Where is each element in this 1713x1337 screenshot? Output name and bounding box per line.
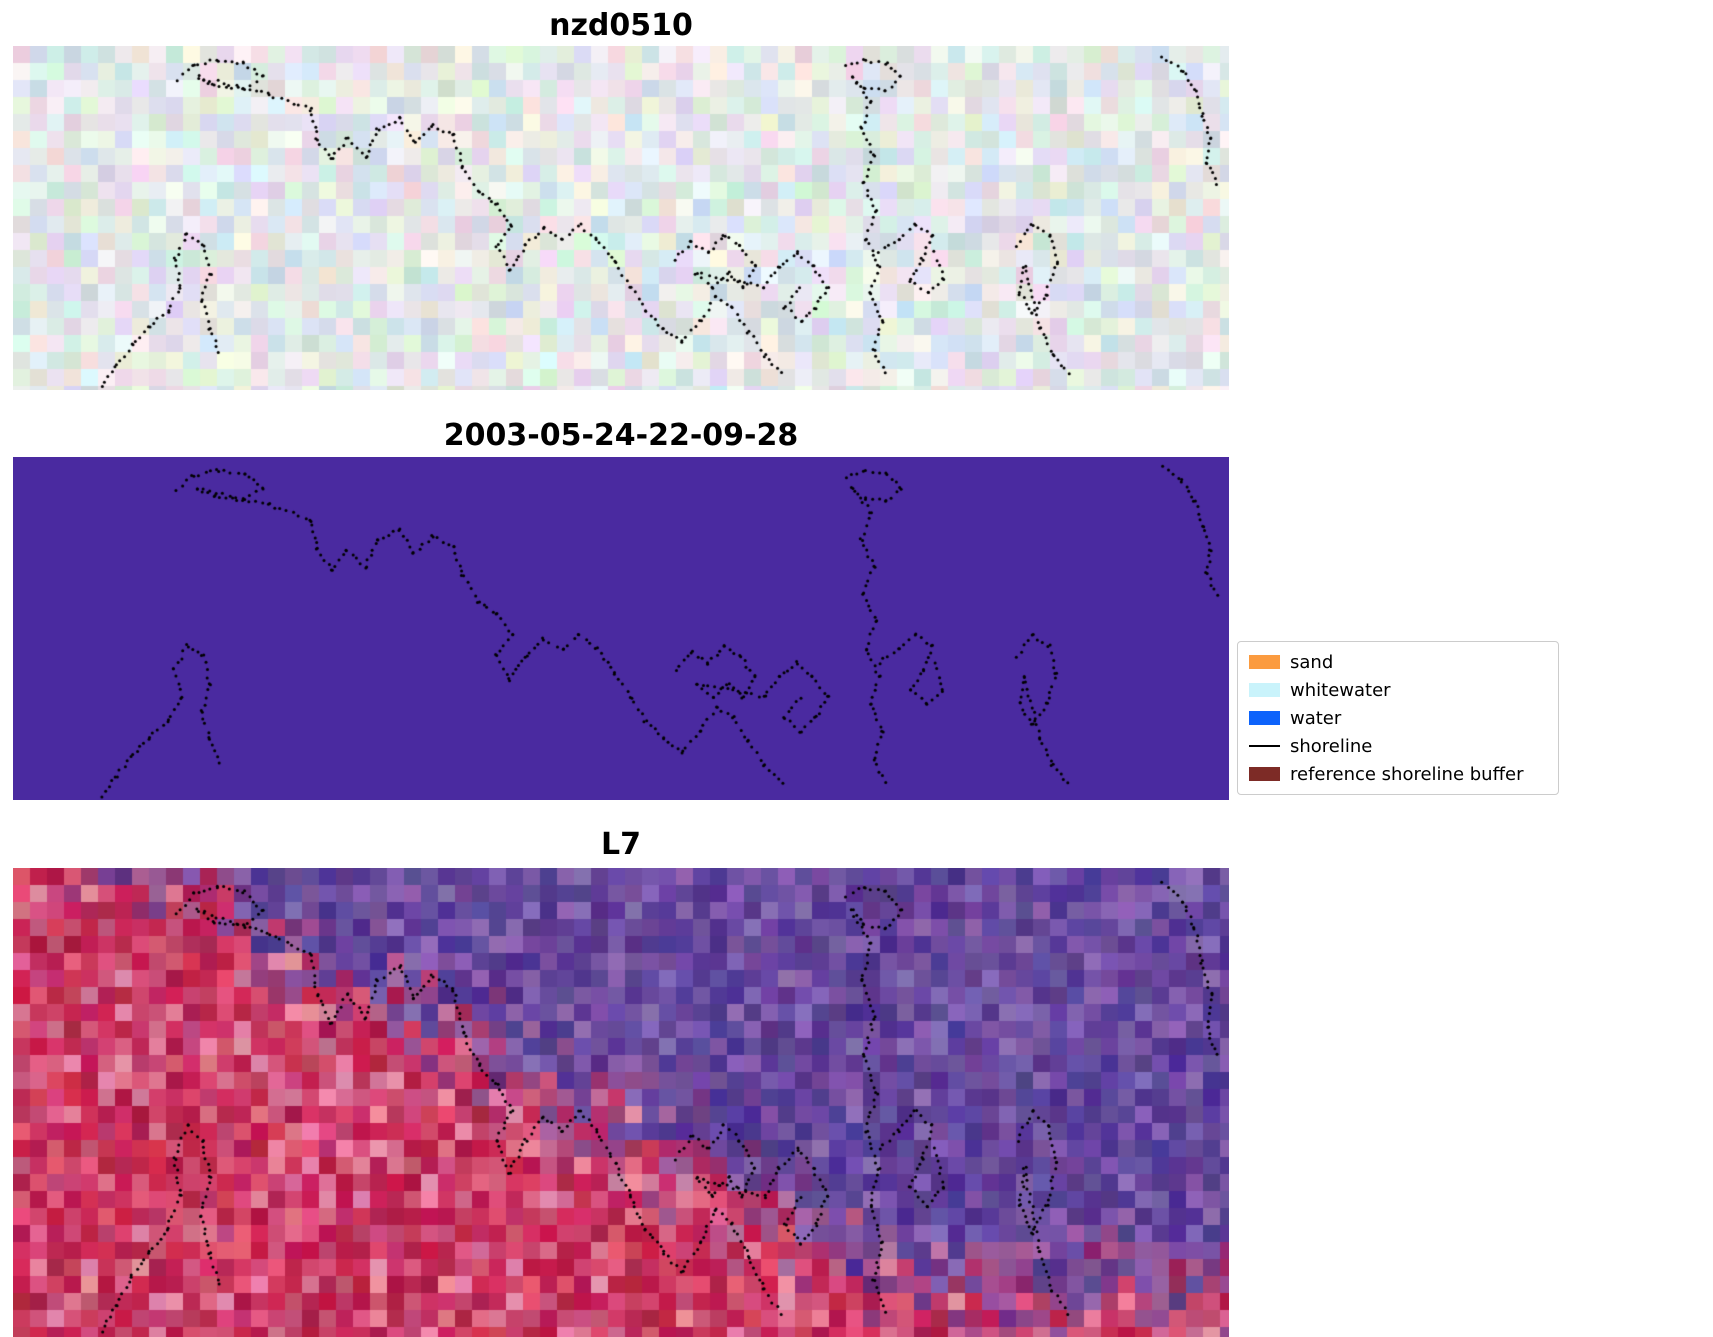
- panel-2-title: 2003-05-24-22-09-28: [443, 418, 799, 453]
- legend-item: water: [1249, 707, 1547, 729]
- legend: sand whitewater water shoreline reference sh…: [1237, 641, 1559, 795]
- legend-label: water: [1290, 707, 1342, 729]
- legend-label: sand: [1290, 651, 1334, 673]
- legend-label: reference shoreline buffer: [1290, 763, 1524, 785]
- panel-3-title: L7: [601, 827, 641, 862]
- legend-patch-swatch: [1249, 655, 1280, 669]
- legend-label: shoreline: [1290, 735, 1373, 757]
- legend-item: reference shoreline buffer: [1249, 763, 1547, 785]
- legend-item: shoreline: [1249, 735, 1547, 757]
- panel-3-image: [13, 868, 1229, 1337]
- legend-item: whitewater: [1249, 679, 1547, 701]
- legend-patch-swatch: [1249, 767, 1280, 781]
- legend-line-swatch: [1249, 745, 1280, 747]
- legend-label: whitewater: [1290, 679, 1391, 701]
- legend-item: sand: [1249, 651, 1547, 673]
- panel-1-image: [13, 46, 1229, 390]
- legend-patch-swatch: [1249, 711, 1280, 725]
- panel-1-title: nzd0510: [549, 8, 693, 43]
- panel-2-image: [13, 457, 1229, 800]
- legend-patch-swatch: [1249, 683, 1280, 697]
